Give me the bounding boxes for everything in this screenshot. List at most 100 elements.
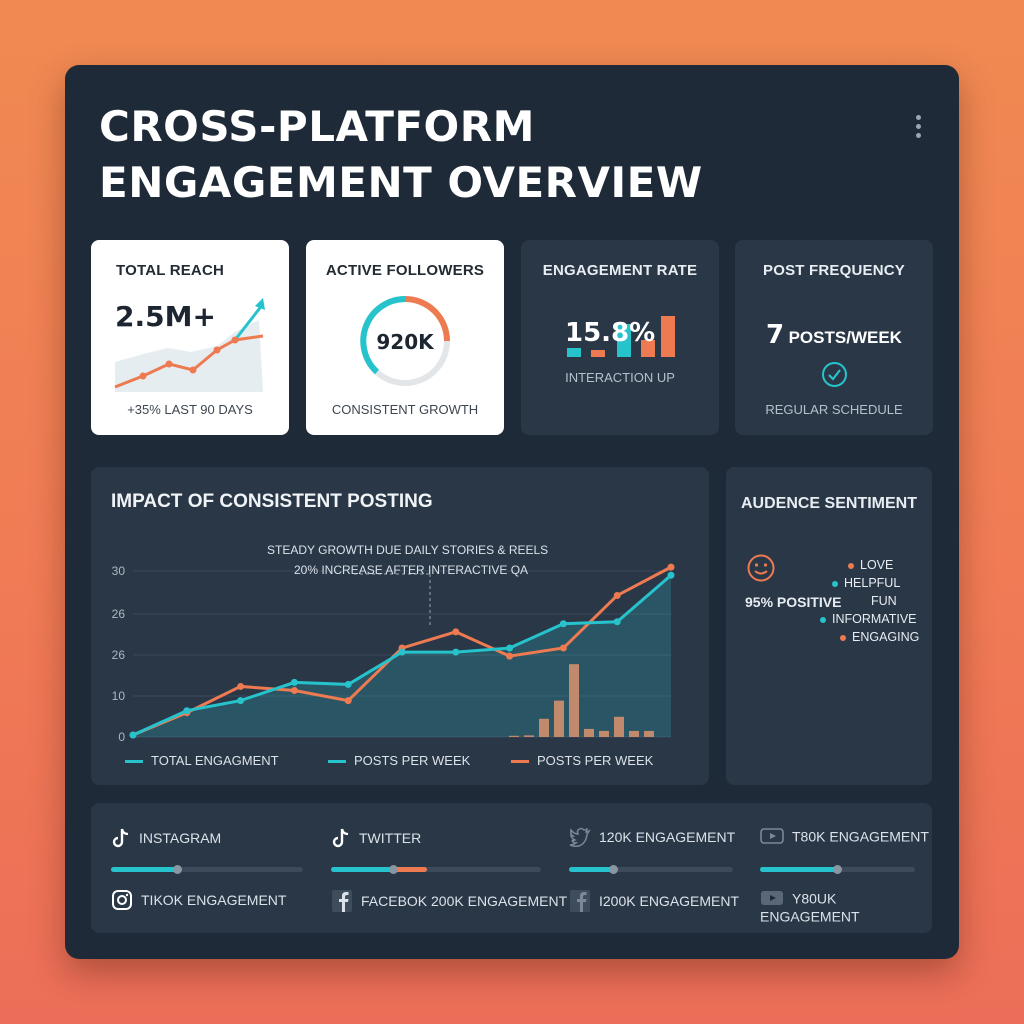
platforms-card: INSTAGRAM TWITTER 120K ENGAGEMENT T80K E… xyxy=(91,803,932,933)
series-point xyxy=(667,571,675,579)
legend-item-3: POSTS PER WEEK xyxy=(511,753,653,768)
platform-label: I200K ENGAGEMENT xyxy=(599,893,740,909)
legend-swatch xyxy=(125,760,143,764)
youtube-icon xyxy=(761,891,783,906)
dashboard-panel: CROSS-PLATFORM ENGAGEMENT OVERVIEW TOTAL… xyxy=(65,65,959,959)
impact-chart: 30 26 26 10 0 xyxy=(112,563,675,744)
total-reach-value: 2.5M+ xyxy=(115,300,216,333)
bar xyxy=(599,730,609,737)
platform-label: TWITTER xyxy=(359,830,422,846)
annotation-2: 20% INCREASE AFTER INTERACTIVE QA xyxy=(294,563,529,577)
impact-chart-title: IMPACT OF CONSISTENT POSTING xyxy=(111,491,433,512)
engagement-rate-label: ENGAGEMENT RATE xyxy=(542,262,698,279)
platform-twitter-engagement[interactable]: 120K ENGAGEMENT xyxy=(569,827,735,847)
series-point xyxy=(559,644,567,652)
instagram-icon xyxy=(112,890,132,910)
engagement-area xyxy=(133,575,671,737)
bar xyxy=(629,730,639,737)
annotation-1: STEADY GROWTH DUE DAILY STORIES & REELS xyxy=(267,543,549,557)
platform-label: 120K ENGAGEMENT xyxy=(599,829,736,845)
check-circle-icon xyxy=(822,362,847,387)
bar xyxy=(524,735,534,737)
platform-facebook[interactable]: FACEBOK 200K ENGAGEMENT xyxy=(331,889,567,913)
sentiment-word-2: HELPFUL xyxy=(832,576,900,590)
engagement-rate-value: 15.8% xyxy=(565,318,656,348)
platform-label: Y80UK ENGAGEMENT xyxy=(760,890,860,925)
page-title: CROSS-PLATFORM ENGAGEMENT OVERVIEW xyxy=(99,102,703,207)
active-followers-note: CONSISTENT GROWTH xyxy=(331,402,479,417)
y-tick-label: 26 xyxy=(112,607,126,621)
legend-swatch xyxy=(511,760,529,764)
series-point xyxy=(613,591,621,599)
platform-label: FACEBOK 200K ENGAGEMENT xyxy=(361,893,568,909)
series-point xyxy=(237,682,245,690)
platform-youtube-engagement[interactable]: T80K ENGAGEMENT xyxy=(760,827,929,845)
series-point xyxy=(344,680,352,688)
facebook-icon xyxy=(332,890,352,912)
series-point xyxy=(667,563,675,571)
engagement-rate-note: INTERACTION UP xyxy=(565,370,675,385)
bar xyxy=(554,700,564,737)
legend-swatch xyxy=(328,760,346,764)
twitter-engagement-progress xyxy=(569,865,733,874)
platform-instagram[interactable]: INSTAGRAM xyxy=(111,827,221,849)
series-point xyxy=(506,644,514,652)
sentiment-word-5: ENGAGING xyxy=(840,630,919,644)
total-reach-card: TOTAL REACH 2.5M+ +35% LAST 90 DAYS xyxy=(91,240,289,435)
instagram-progress xyxy=(111,865,303,874)
sentiment-word-4: INFORMATIVE xyxy=(820,612,917,626)
legend-item-1: TOTAL ENGAGMENT xyxy=(125,753,279,768)
platform-facebook-engagement[interactable]: I200K ENGAGEMENT xyxy=(569,889,739,913)
bar xyxy=(644,730,654,737)
series-point xyxy=(290,678,298,686)
engagement-rate-card: ENGAGEMENT RATE 15.8% INTERACTION UP xyxy=(521,240,719,435)
y-tick-label: 0 xyxy=(118,730,125,744)
legend-label-2: POSTS PER WEEK xyxy=(354,753,471,768)
facebook-icon xyxy=(570,890,590,912)
legend-label-3: POSTS PER WEEK xyxy=(537,753,654,768)
platform-tiktok[interactable]: TIKOK ENGAGEMENT xyxy=(111,889,286,911)
youtube-icon xyxy=(760,828,784,845)
sentiment-value: 95% POSITIVE xyxy=(745,594,842,610)
sentiment-word-1: LOVE xyxy=(848,558,893,572)
y-tick-label: 10 xyxy=(112,689,126,703)
post-frequency-note: REGULAR SCHEDULE xyxy=(765,402,903,417)
series-point xyxy=(452,628,460,636)
y-tick-label: 30 xyxy=(112,564,126,578)
bar xyxy=(539,718,549,737)
series-point xyxy=(183,707,191,715)
series-point xyxy=(398,648,406,656)
bar xyxy=(614,716,624,737)
impact-chart-card: IMPACT OF CONSISTENT POSTING 30 26 26 10 0 S… xyxy=(91,467,709,785)
post-frequency-number: 7 xyxy=(766,320,785,350)
legend-item-2: POSTS PER WEEK xyxy=(328,753,470,768)
y-tick-label: 26 xyxy=(112,648,126,662)
post-frequency-label: POST FREQUENCY xyxy=(763,262,905,279)
platform-label: T80K ENGAGEMENT xyxy=(792,828,929,845)
smiley-face-icon xyxy=(747,554,775,582)
platform-youtube[interactable]: Y80UK ENGAGEMENT xyxy=(760,889,932,925)
bar xyxy=(569,664,579,737)
post-frequency-unit: POSTS/WEEK xyxy=(788,328,902,347)
sentiment-card: AUDENCE SENTIMENT 95% POSITIVE LOVE HELP… xyxy=(726,467,932,785)
total-reach-note: +35% LAST 90 DAYS xyxy=(127,402,253,417)
series-point xyxy=(237,697,245,705)
series-point xyxy=(344,697,352,705)
total-reach-label: TOTAL REACH xyxy=(116,262,225,279)
followers-ring xyxy=(360,296,450,386)
post-frequency-value: 7 POSTS/WEEK xyxy=(735,320,933,350)
series-point xyxy=(613,618,621,626)
twitter-bird-icon xyxy=(569,827,591,847)
series-point xyxy=(452,648,460,656)
tiktok-icon xyxy=(112,828,129,848)
platform-twitter[interactable]: TWITTER xyxy=(331,827,421,849)
platform-label: TIKOK ENGAGEMENT xyxy=(141,892,287,908)
bar xyxy=(509,735,519,737)
legend-label-1: TOTAL ENGAGMENT xyxy=(151,753,279,768)
series-point xyxy=(290,686,298,694)
bar xyxy=(584,728,594,737)
engagement-bars xyxy=(567,316,675,357)
more-vertical-icon[interactable] xyxy=(912,115,924,143)
reach-sparkline xyxy=(114,298,265,392)
sentiment-title: AUDENCE SENTIMENT xyxy=(740,495,917,512)
